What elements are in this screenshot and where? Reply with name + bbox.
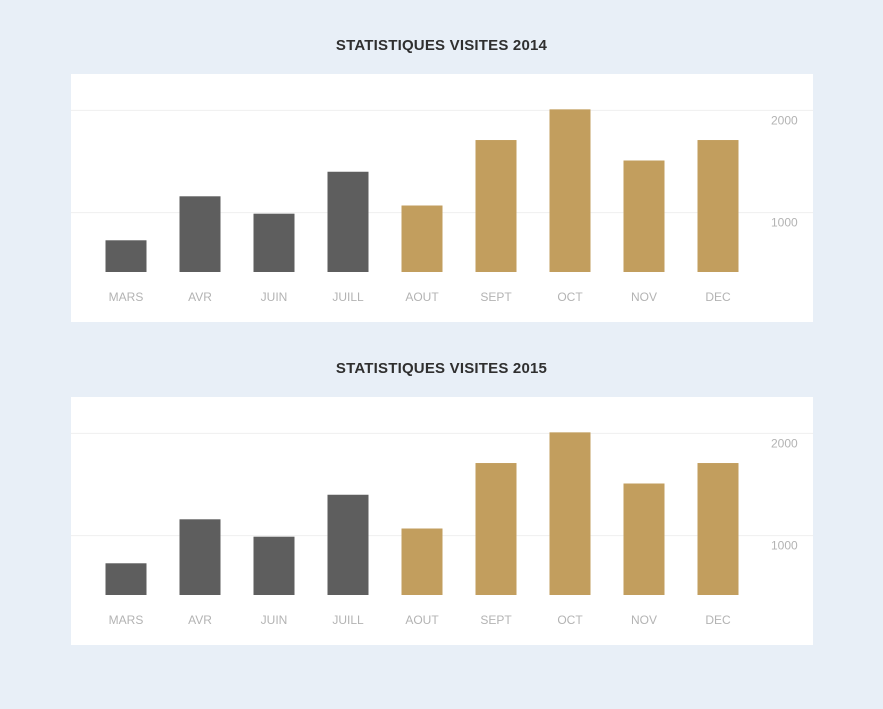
bar-aout[interactable]: [401, 205, 443, 272]
x-tick-label: OCT: [557, 613, 583, 627]
chart-panel-2015: 1000 2000 MARS AVR JUIN JUILL AOUT SEPT OCT NOV DE…: [71, 397, 813, 645]
x-tick-label: SEPT: [480, 290, 512, 304]
bar-nov[interactable]: [623, 160, 665, 272]
chart-title-2015: STATISTIQUES VISITES 2015: [335, 360, 548, 377]
x-tick-label: OCT: [557, 290, 583, 304]
bar-oct[interactable]: [549, 432, 591, 595]
y-tick-label: 2000: [771, 113, 798, 127]
x-tick-label: SEPT: [480, 613, 512, 627]
x-tick-label: JUILL: [332, 290, 364, 304]
x-tick-label: NOV: [631, 613, 657, 627]
bar-sept[interactable]: [475, 140, 517, 272]
bar-nov[interactable]: [623, 483, 665, 595]
bar-dec[interactable]: [697, 140, 739, 272]
bar-juill[interactable]: [327, 171, 369, 272]
bar-dec[interactable]: [697, 463, 739, 595]
x-tick-label: AVR: [188, 613, 212, 627]
y-tick-label: 2000: [771, 436, 798, 450]
x-tick-label: NOV: [631, 290, 657, 304]
x-tick-label: AOUT: [405, 290, 439, 304]
chart-panel-2014: 1000 2000 MARS AVR JUIN JUILL AOUT SEPT OCT NOV DE…: [71, 74, 813, 322]
bar-aout[interactable]: [401, 528, 443, 595]
chart-title-2014: STATISTIQUES VISITES 2014: [335, 37, 548, 54]
bar-chart-2015: 1000 2000 MARS AVR JUIN JUILL AOUT SEPT OCT NOV DE…: [71, 432, 813, 627]
bar-oct[interactable]: [549, 109, 591, 273]
bar-mars[interactable]: [105, 240, 147, 272]
bar-chart-2014: 1000 2000 MARS AVR JUIN JUILL AOUT SEPT OCT NOV DE…: [71, 109, 813, 304]
x-tick-label: JUIN: [261, 613, 288, 627]
bar-juin[interactable]: [253, 536, 295, 595]
bar-sept[interactable]: [475, 463, 517, 595]
x-tick-label: JUILL: [332, 613, 364, 627]
x-tick-label: MARS: [109, 613, 144, 627]
x-tick-label: DEC: [705, 613, 731, 627]
x-tick-label: AOUT: [405, 613, 439, 627]
bar-juill[interactable]: [327, 494, 369, 595]
y-tick-label: 1000: [771, 539, 798, 553]
y-tick-label: 1000: [771, 216, 798, 230]
bar-avr[interactable]: [179, 519, 221, 595]
bar-avr[interactable]: [179, 196, 221, 272]
x-tick-label: JUIN: [261, 290, 288, 304]
x-tick-label: DEC: [705, 290, 731, 304]
bar-mars[interactable]: [105, 563, 147, 595]
bar-juin[interactable]: [253, 213, 295, 272]
x-tick-label: MARS: [109, 290, 144, 304]
x-tick-label: AVR: [188, 290, 212, 304]
